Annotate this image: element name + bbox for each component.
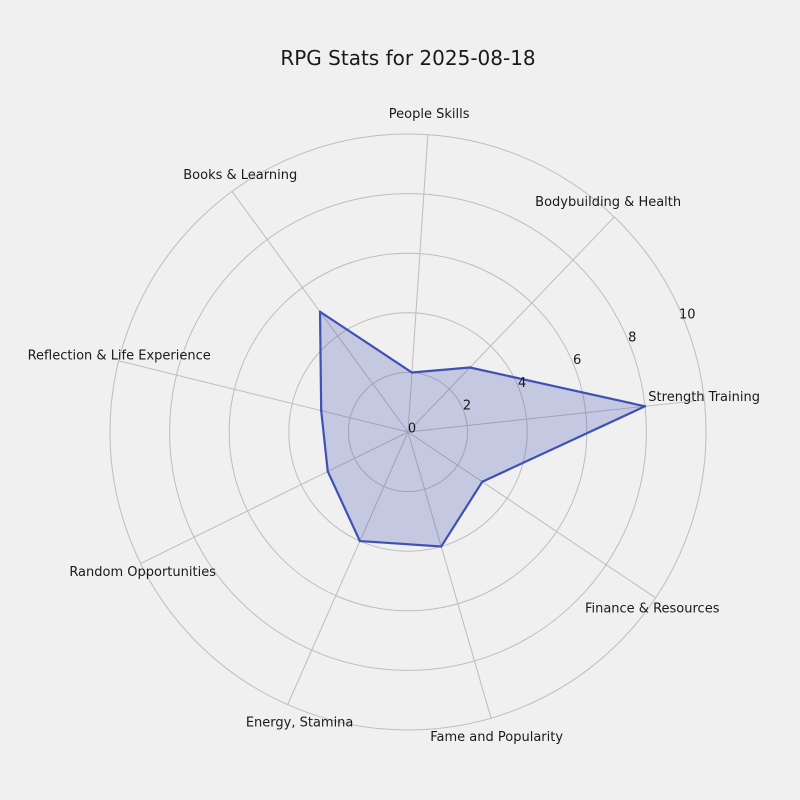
spoke-2 — [407, 134, 429, 433]
r-tick-label-2: 2 — [463, 399, 471, 414]
spoke-7 — [407, 431, 492, 719]
data-point-5 — [326, 470, 329, 473]
r-tick-label-8: 8 — [628, 330, 636, 345]
data-point-6 — [358, 539, 362, 543]
data-point-7 — [440, 545, 443, 548]
category-label-7: Fame and Popularity — [430, 730, 563, 745]
data-point-1 — [468, 366, 472, 369]
grid-ring-8 — [169, 193, 647, 671]
r-tick-label-0: 0 — [408, 422, 416, 437]
data-point-2 — [410, 371, 414, 374]
data-point-8 — [481, 480, 484, 483]
grid-ring-4 — [288, 312, 528, 552]
category-label-1: Bodybuilding & Health — [535, 195, 681, 210]
category-label-4: Reflection & Life Experience — [28, 349, 211, 364]
r-tick-label-4: 4 — [518, 376, 526, 391]
r-tick-label-10: 10 — [679, 307, 696, 322]
spoke-1 — [407, 216, 615, 433]
r-tick-label-6: 6 — [573, 353, 581, 368]
spoke-4 — [118, 360, 409, 433]
grid-ring-10 — [109, 133, 707, 731]
spoke-0 — [407, 399, 705, 433]
data-point-4 — [319, 409, 323, 412]
series-layer — [318, 310, 647, 548]
category-label-0: Strength Training — [648, 390, 760, 405]
category-label-2: People Skills — [389, 107, 470, 122]
tick-layer: 0 2 4 6 8 10 — [408, 307, 696, 436]
category-label-8: Finance & Resources — [585, 601, 720, 616]
category-label-3: Books & Learning — [183, 168, 297, 183]
data-point-0 — [643, 405, 647, 408]
spoke-8 — [407, 431, 656, 599]
series-area-0 — [318, 310, 647, 548]
grid-ring-2 — [347, 371, 469, 493]
category-label-5: Random Opportunities — [69, 565, 216, 580]
category-label-6: Energy, Stamina — [246, 715, 354, 730]
chart-title: RPG Stats for 2025-08-18 — [280, 46, 535, 70]
data-point-3 — [318, 310, 322, 313]
grid-ring-6 — [228, 252, 588, 612]
spoke-6 — [287, 431, 409, 705]
spoke-5 — [140, 431, 409, 564]
category-labels: Strength Training Bodybuilding & Health Pe… — [28, 107, 760, 745]
